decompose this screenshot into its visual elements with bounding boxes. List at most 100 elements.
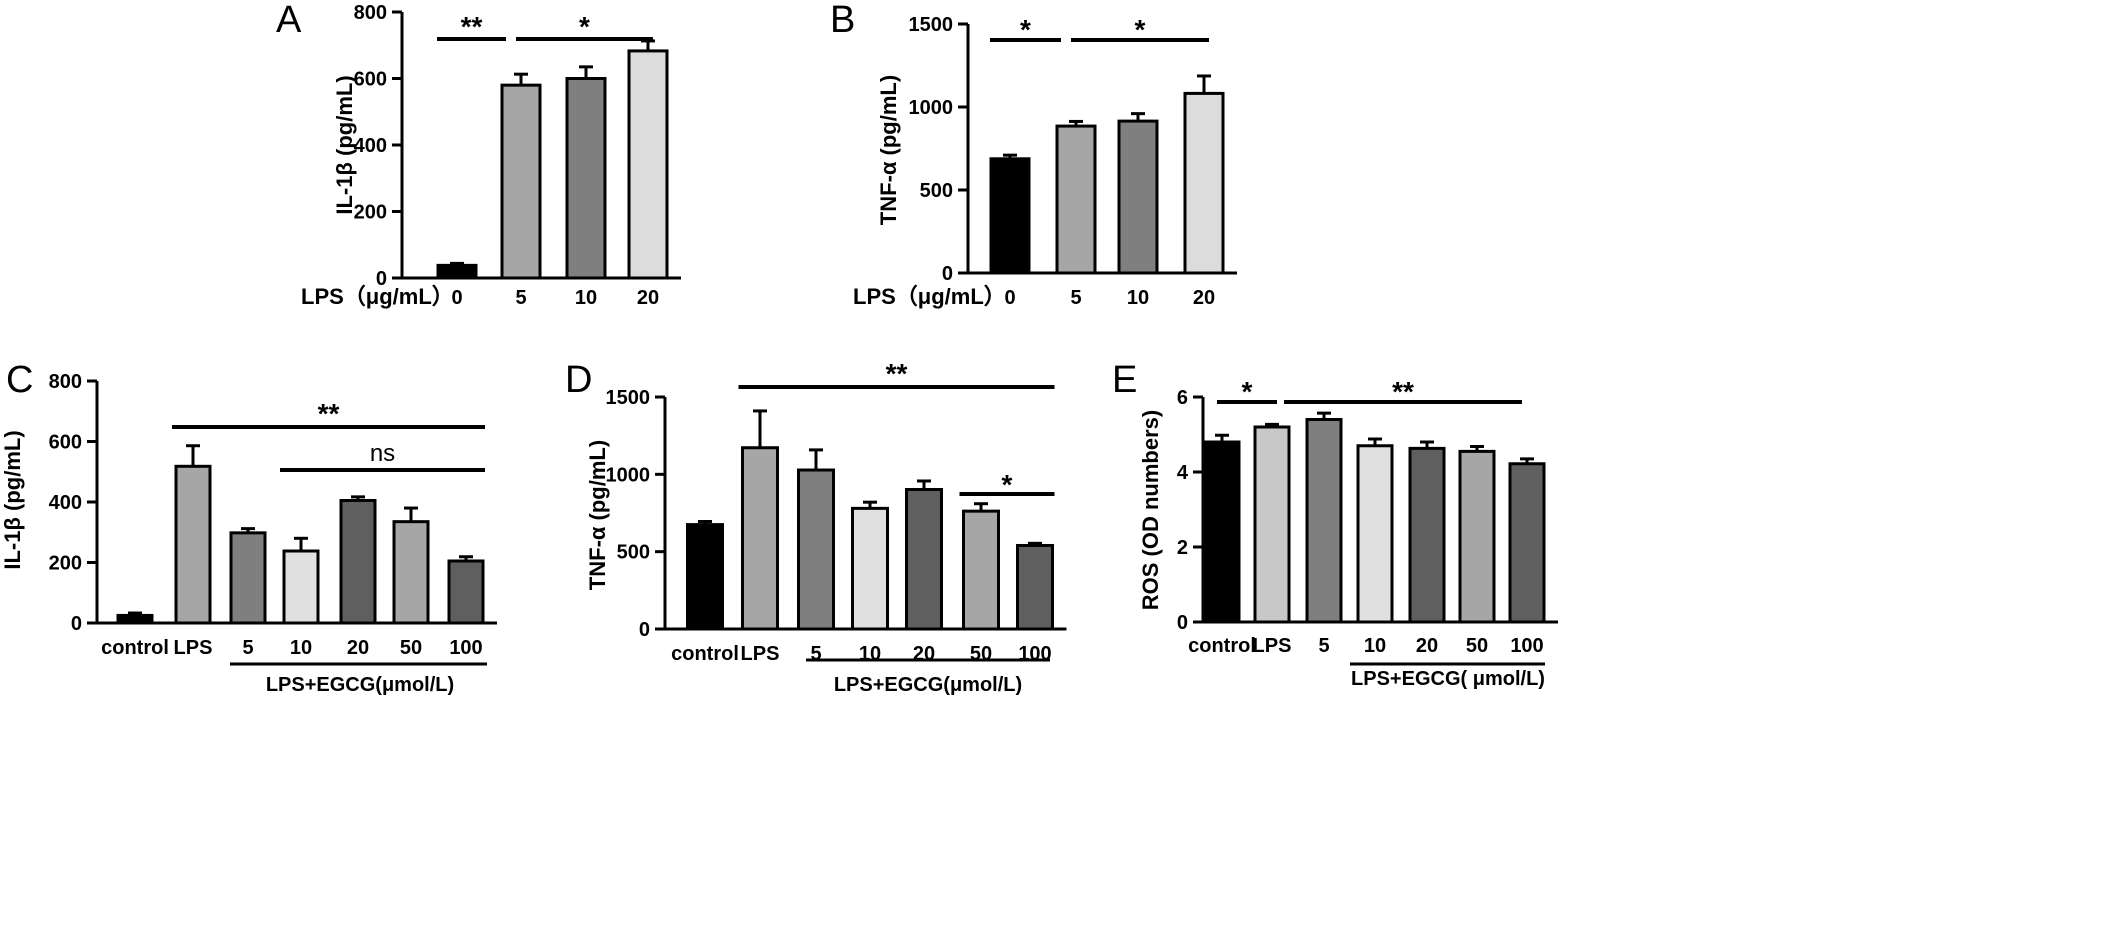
x-tick-label: 100 [1018,643,1051,665]
y-tick-label: 200 [49,553,82,575]
bar [565,77,607,280]
bar [339,498,377,625]
y-tick-label: 1500 [606,387,651,409]
significance-label: * [1002,469,1013,500]
bar [174,464,212,625]
y-tick-label: 1000 [909,97,954,119]
bar [1016,543,1054,631]
significance-label: * [579,11,590,42]
significance-label: ** [318,398,340,429]
bar [282,549,320,625]
panel-a: A 0 200 400 600 800 IL-1β (pg/mL) 0 5 10 20 LPS（μg/… [276,0,681,309]
y-tick-label: 500 [920,180,953,202]
bar [1055,124,1097,275]
bar [1305,418,1343,624]
x-tick-label: 5 [1070,287,1081,309]
bar [1253,425,1291,624]
panel-c: C 0 200 400 600 800 IL-1β (pg/mL) control LPS 5 10… [0,359,497,696]
x-tick-label: 100 [449,637,482,659]
bar [1203,440,1241,624]
x-tick-label: LPS [174,637,213,659]
bar [1117,119,1159,275]
bar [989,157,1031,275]
bar [229,531,267,625]
bar [686,523,724,631]
significance-label: * [1020,14,1031,45]
y-tick-label: 1500 [909,14,954,36]
x-tick-label: 100 [1510,635,1543,657]
y-axis-label: IL-1β (pg/mL) [0,430,25,569]
x-tick-label: 10 [575,287,597,309]
x-tick-label: control [1188,635,1256,657]
y-tick-label: 400 [49,492,82,514]
significance-label: ** [886,358,908,389]
x-tick-label: control [671,643,739,665]
x-tick-label: 5 [515,287,526,309]
y-tick-label: 200 [354,202,387,224]
y-tick-label: 500 [617,542,650,564]
x-tick-label: 20 [913,643,935,665]
bar [447,559,485,625]
group-label: LPS+EGCG(μmol/L) [266,674,454,696]
bar [905,487,943,631]
y-tick-label: 400 [354,135,387,157]
y-axis-label: ROS (OD numbers) [1138,410,1163,610]
panel-letter: A [276,0,302,41]
x-axis-title: LPS（μg/mL） [853,284,1006,309]
bar [797,468,835,631]
bar [1356,444,1394,624]
significance-label: ** [1392,376,1414,407]
x-tick-label: 50 [400,637,422,659]
x-tick-label: control [101,637,169,659]
x-tick-label: 5 [242,637,253,659]
panel-letter: B [830,0,855,41]
x-tick-label: 50 [970,643,992,665]
x-tick-label: LPS [741,643,780,665]
panel-letter: C [6,359,33,401]
y-tick-label: 1000 [606,464,651,486]
x-tick-label: 10 [1364,635,1386,657]
y-tick-label: 0 [376,268,387,290]
x-tick-label: 20 [1193,287,1215,309]
y-axis-label: IL-1β (pg/mL) [332,75,357,214]
y-tick-label: 0 [1177,612,1188,634]
bar [1183,91,1225,275]
panel-b: B 0 500 1000 1500 TNF-α (pg/mL) 0 5 10 20 LPS（μg/m… [830,0,1237,309]
bar [1458,449,1496,624]
panel-letter: E [1112,359,1137,401]
x-tick-label: 20 [637,287,659,309]
x-tick-label: 10 [859,643,881,665]
group-label: LPS+EGCG( μmol/L) [1351,668,1545,690]
bar [500,83,542,280]
y-tick-label: 0 [942,263,953,285]
x-tick-label: 10 [1127,287,1149,309]
bar [1408,446,1446,624]
x-tick-label: LPS [1253,635,1292,657]
y-tick-label: 6 [1177,387,1188,409]
significance-label: * [1135,14,1146,45]
x-tick-label: 5 [1318,635,1329,657]
bar [962,509,1000,631]
x-tick-label: 20 [347,637,369,659]
x-tick-label: 5 [810,643,821,665]
y-tick-label: 800 [49,371,82,393]
significance-label: * [1242,376,1253,407]
y-axis-label: TNF-α (pg/mL) [585,440,610,590]
x-tick-label: 0 [451,287,462,309]
panel-d: D 0 500 1000 1500 TNF-α (pg/mL) control LPS 5 10 2… [565,358,1067,696]
x-axis-title: LPS（μg/mL） [301,284,454,309]
bar [851,506,889,631]
significance-label: ns [370,440,395,467]
significance-label: ** [461,11,483,42]
y-tick-label: 4 [1177,462,1189,484]
panel-letter: D [565,359,592,401]
y-tick-label: 600 [354,69,387,91]
y-tick-label: 2 [1177,537,1188,559]
y-tick-label: 800 [354,2,387,24]
bar [627,49,669,280]
bar [436,263,478,280]
x-tick-label: 20 [1416,635,1438,657]
